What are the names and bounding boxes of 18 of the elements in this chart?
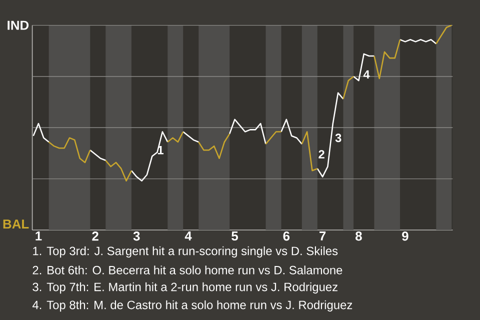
text: 1. Top 3rd: J. Sargent hit a run-scoring single vs D. Skiles	[33, 246, 338, 258]
text: 4. Top 8th: M. de Castro hit a solo home run vs J. Rodriguez	[32, 300, 352, 312]
x-tick-label: 9	[402, 232, 408, 241]
text: IND	[8, 20, 29, 30]
annotation: 4	[363, 70, 370, 79]
x-tick-label: 7	[320, 232, 326, 240]
x-tick-label: 1	[36, 232, 42, 240]
x-tick-label: 6	[283, 232, 290, 241]
text: 2. Bot 6th: O. Becerra hit a solo home run vs D. Salamone	[32, 266, 342, 274]
text: BAL	[3, 220, 29, 228]
text: 3. Top 7th: E. Martin hit a 2-run home run vs J. Rodriguez	[32, 282, 338, 294]
x-tick-label: 5	[232, 232, 238, 241]
x-tick-label: 2	[92, 232, 98, 241]
x-tick-label: 3	[133, 232, 140, 241]
annotation: 3	[335, 134, 342, 142]
annotation: 2	[318, 150, 324, 158]
x-tick-label: 8	[356, 232, 362, 241]
x-tick-label: 4	[184, 232, 192, 240]
